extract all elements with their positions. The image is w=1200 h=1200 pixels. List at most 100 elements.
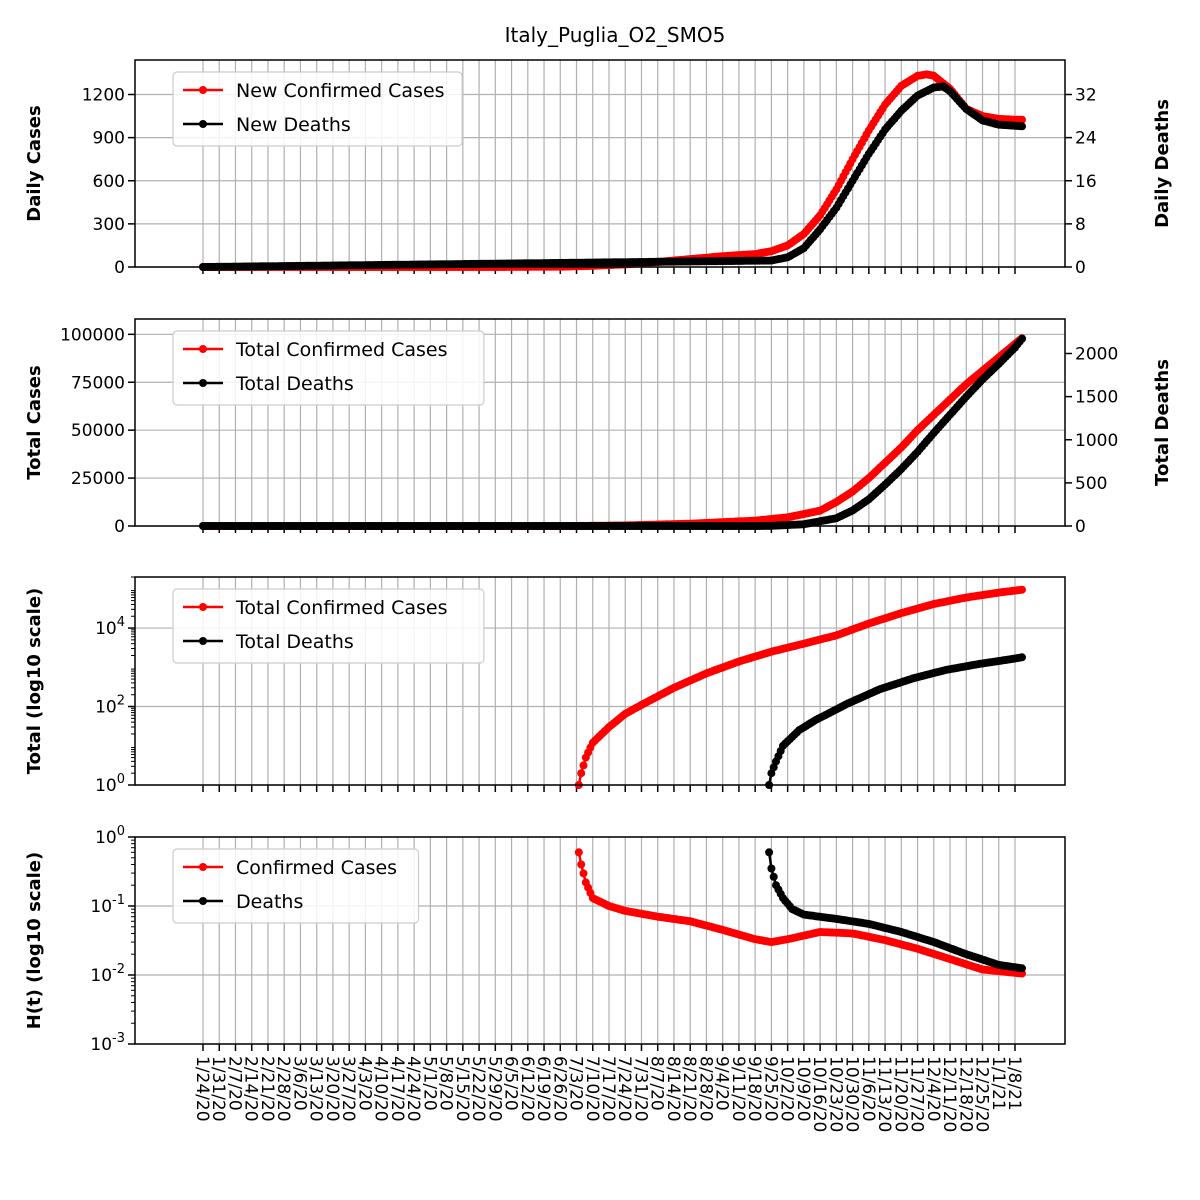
data-point (579, 869, 588, 878)
series-total-confirmed-cases (574, 585, 1026, 789)
series-total-deaths (765, 653, 1026, 789)
x-tick-label: 2/7/20 (224, 1056, 244, 1111)
data-point (767, 864, 776, 873)
y-tick-label: 0 (114, 258, 125, 278)
x-tick-label: 5/15/20 (452, 1056, 472, 1122)
x-tick-label: 6/26/20 (549, 1056, 569, 1122)
y-tick-label: 600 (93, 172, 125, 192)
plot-frame (134, 576, 1066, 786)
x-tick-label: 1/31/20 (208, 1056, 228, 1122)
y-tick-label: 300 (93, 215, 125, 235)
y-axis-label: Total (log10 scale) (24, 588, 45, 775)
legend-label: Deaths (236, 891, 303, 913)
x-tick-label: 12/11/20 (939, 1056, 959, 1132)
x-tick-label: 4/3/20 (354, 1056, 374, 1111)
x-tick-label: 11/6/20 (858, 1056, 878, 1122)
y-right-tick-label: 0 (1075, 517, 1086, 537)
legend: Total Confirmed Cases Total Deaths (172, 588, 485, 664)
y-right-tick-label: 24 (1075, 129, 1097, 149)
y-right-tick-label: 2000 (1075, 345, 1118, 365)
y-tick-label: 100 (95, 772, 125, 796)
x-tick-label: 5/22/20 (468, 1056, 488, 1122)
y-tick-label: 50000 (71, 421, 125, 441)
x-tick-label: 7/17/20 (598, 1056, 618, 1122)
y-axis-label: Daily Cases (24, 105, 45, 221)
x-tick-label: 10/30/20 (842, 1056, 862, 1132)
x-tick-label: 3/6/20 (289, 1056, 309, 1111)
y-tick-label: 10-2 (90, 962, 125, 986)
legend-marker (199, 897, 207, 905)
legend-box (172, 848, 420, 924)
x-tick-label: 5/8/20 (436, 1056, 456, 1111)
y-right-tick-label: 16 (1075, 172, 1097, 192)
data-point (1018, 122, 1026, 131)
legend-marker (199, 86, 207, 94)
data-point (1018, 964, 1026, 973)
panel-daily: 0 300 600 900 1200 0 8 16 24 32 Daily Cases Daily D… (24, 59, 1173, 278)
panel-hazard: 10-3 10-2 10-1 100 H(t) (log10 scale) Confirm… (24, 824, 1066, 1055)
legend-box (172, 330, 485, 406)
x-tick-label: 2/28/20 (273, 1056, 293, 1122)
legend-marker (199, 637, 207, 645)
legend-label: New Confirmed Cases (236, 80, 445, 102)
x-tick-label: 7/24/20 (614, 1056, 634, 1122)
y-right-tick-label: 500 (1075, 474, 1107, 494)
legend-label: Total Deaths (235, 373, 354, 395)
x-tick-label: 10/9/20 (793, 1056, 813, 1122)
x-tick-label: 5/29/20 (484, 1056, 504, 1122)
y-right-axis-label: Total Deaths (1152, 359, 1173, 486)
x-tick-label: 10/2/20 (777, 1056, 797, 1122)
data-point (769, 872, 778, 881)
x-tick-label: 8/14/20 (663, 1056, 683, 1122)
series-new-deaths (199, 82, 1026, 271)
y-tick-label: 75000 (71, 373, 125, 393)
x-tick-label: 4/10/20 (371, 1056, 391, 1122)
plot-frame (134, 59, 1066, 268)
legend-marker (199, 120, 207, 128)
x-tick-label: 4/17/20 (387, 1056, 407, 1122)
legend: Confirmed Cases Deaths (172, 848, 420, 924)
y-tick-label: 100 (95, 824, 125, 848)
data-point (1018, 653, 1026, 662)
x-tick-label: 7/31/20 (630, 1056, 650, 1122)
x-tick-label: 12/4/20 (923, 1056, 943, 1122)
y-axis-label: H(t) (log10 scale) (24, 852, 45, 1030)
y-right-axis-label: Daily Deaths (1152, 99, 1173, 228)
data-point (1018, 334, 1026, 343)
x-tick-label: 12/18/20 (955, 1056, 975, 1132)
plot-frame (134, 836, 1066, 1045)
x-tick-label: 9/11/20 (728, 1056, 748, 1122)
legend-marker (199, 379, 207, 387)
x-tick-label: 8/7/20 (647, 1056, 667, 1111)
legend-marker (199, 863, 207, 871)
y-right-tick-label: 0 (1075, 258, 1086, 278)
x-tick-label: 10/23/20 (825, 1056, 845, 1132)
legend: New Confirmed Cases New Deaths (172, 71, 463, 147)
legend-marker (199, 603, 207, 611)
series-confirmed-cases (574, 848, 1026, 978)
data-point (1018, 585, 1026, 594)
x-tick-label: 9/18/20 (744, 1056, 764, 1122)
x-tick-label: 2/14/20 (241, 1056, 261, 1122)
x-tick-label: 10/16/20 (809, 1056, 829, 1132)
x-tick-label: 3/27/20 (338, 1056, 358, 1122)
data-point (1018, 115, 1026, 124)
x-axis-date-labels: 1/24/201/31/202/7/202/14/202/21/202/28/2… (192, 1056, 1024, 1132)
x-tick-label: 8/28/20 (695, 1056, 715, 1122)
legend: Total Confirmed Cases Total Deaths (172, 330, 485, 406)
y-right-tick-label: 8 (1075, 215, 1086, 235)
y-tick-label: 25000 (71, 469, 125, 489)
x-tick-label: 1/1/21 (988, 1056, 1008, 1111)
x-tick-label: 8/21/20 (679, 1056, 699, 1122)
y-tick-label: 104 (95, 615, 125, 639)
x-tick-label: 6/19/20 (533, 1056, 553, 1122)
data-point (577, 860, 586, 869)
legend-label: Confirmed Cases (236, 857, 397, 879)
legend-marker (199, 345, 207, 353)
y-tick-label: 100000 (60, 325, 125, 345)
legend-label: Total Confirmed Cases (235, 339, 448, 361)
x-tick-label: 4/24/20 (403, 1056, 423, 1122)
x-tick-label: 11/27/20 (907, 1056, 927, 1132)
x-tick-label: 5/1/20 (419, 1056, 439, 1111)
